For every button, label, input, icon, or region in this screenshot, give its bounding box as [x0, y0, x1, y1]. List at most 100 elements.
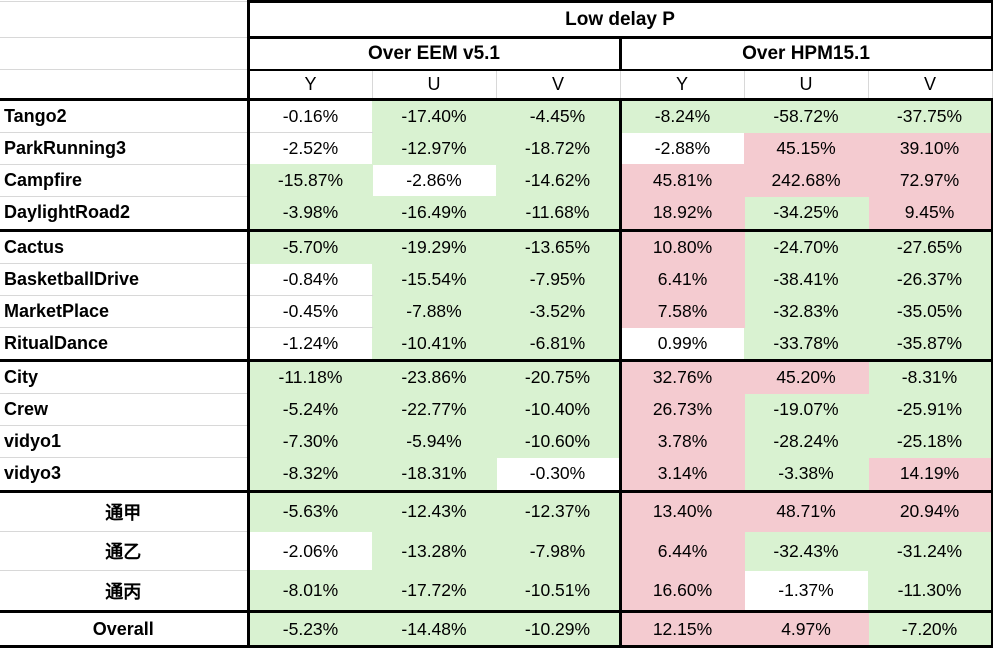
table-row: BasketballDrive -0.84% -15.54% -7.95% 6.41% -… [0, 263, 993, 296]
table-title: Low delay P [246, 0, 993, 39]
value-cell: 3.14% [620, 457, 745, 493]
value-cell: -5.23% [248, 611, 373, 648]
value-cell: -12.43% [372, 491, 497, 533]
value-cell: -12.97% [372, 132, 497, 166]
corner-cell [0, 69, 248, 101]
row-label: RitualDance [0, 327, 250, 363]
value-cell: 39.10% [868, 132, 993, 166]
col-header-eem-v: V [496, 69, 621, 101]
value-cell: -8.31% [868, 360, 993, 395]
value-cell: -18.31% [372, 457, 497, 493]
value-cell: -6.81% [496, 327, 622, 363]
value-cell: 18.92% [620, 196, 745, 232]
value-cell: 45.81% [620, 164, 745, 198]
table-row: Campfire -15.87% -2.86% -14.62% 45.81% 242.68… [0, 164, 993, 198]
table-row: vidyo3 -8.32% -18.31% -0.30% 3.14% -3.38% 14.1… [0, 457, 993, 493]
value-cell: 10.80% [620, 230, 745, 264]
row-label: 通甲 [0, 491, 250, 533]
row-label: vidyo3 [0, 457, 250, 493]
value-cell: -0.84% [248, 263, 373, 296]
row-label: 通乙 [0, 531, 250, 572]
value-cell: 242.68% [744, 164, 869, 198]
value-cell: -20.75% [496, 360, 622, 395]
row-label: ParkRunning3 [0, 132, 250, 166]
corner-cell [0, 37, 248, 70]
row-label: vidyo1 [0, 425, 250, 459]
value-cell: -10.41% [372, 327, 497, 363]
value-cell: -2.06% [248, 531, 373, 572]
value-cell: -15.87% [248, 164, 373, 198]
value-cell: 16.60% [620, 570, 745, 614]
value-cell: -32.83% [744, 295, 869, 328]
value-cell: -28.24% [744, 425, 869, 459]
value-cell: -16.49% [372, 196, 497, 232]
value-cell: -3.38% [744, 457, 869, 493]
group-header-eem: Over EEM v5.1 [246, 37, 622, 71]
value-cell: -25.18% [868, 425, 993, 459]
value-cell: -15.54% [372, 263, 497, 296]
value-cell: -17.72% [372, 570, 497, 614]
value-cell: -32.43% [744, 531, 869, 572]
table-row: MarketPlace -0.45% -7.88% -3.52% 7.58% -32.83… [0, 295, 993, 328]
value-cell: -2.86% [372, 164, 497, 198]
value-cell: -7.98% [496, 531, 622, 572]
value-cell: -35.05% [868, 295, 993, 328]
value-cell: -19.07% [744, 393, 869, 427]
col-header-hpm-u: U [744, 69, 869, 101]
value-cell: -22.77% [372, 393, 497, 427]
value-cell: -0.16% [248, 99, 373, 134]
value-cell: -11.30% [868, 570, 993, 614]
value-cell: 14.19% [868, 457, 993, 493]
value-cell: -0.30% [496, 457, 622, 493]
value-cell: -8.24% [620, 99, 745, 134]
value-cell: -7.95% [496, 263, 622, 296]
value-cell: -11.18% [248, 360, 373, 395]
value-cell: -10.60% [496, 425, 622, 459]
value-cell: -4.45% [496, 99, 622, 134]
row-label: DaylightRoad2 [0, 196, 250, 232]
group-header-row: Over EEM v5.1 Over HPM15.1 [0, 37, 993, 71]
value-cell: -58.72% [744, 99, 869, 134]
value-cell: -23.86% [372, 360, 497, 395]
value-cell: 13.40% [620, 491, 745, 533]
title-row: Low delay P [0, 0, 993, 39]
value-cell: 32.76% [620, 360, 745, 395]
value-cell: -34.25% [744, 196, 869, 232]
value-cell: 72.97% [868, 164, 993, 198]
value-cell: -17.40% [372, 99, 497, 134]
value-cell: 45.20% [744, 360, 869, 395]
value-cell: 6.44% [620, 531, 745, 572]
value-cell: -7.88% [372, 295, 497, 328]
value-cell: 45.15% [744, 132, 869, 166]
col-header-eem-u: U [372, 69, 497, 101]
value-cell: -27.65% [868, 230, 993, 264]
table-row: Crew -5.24% -22.77% -10.40% 26.73% -19.07% -25… [0, 393, 993, 427]
value-cell: -13.65% [496, 230, 622, 264]
value-cell: -14.48% [372, 611, 497, 648]
value-cell: -38.41% [744, 263, 869, 296]
value-cell: -5.63% [248, 491, 373, 533]
row-label: MarketPlace [0, 295, 250, 328]
value-cell: -10.40% [496, 393, 622, 427]
value-cell: -24.70% [744, 230, 869, 264]
value-cell: 48.71% [744, 491, 869, 533]
value-cell: -3.52% [496, 295, 622, 328]
value-cell: 20.94% [868, 491, 993, 533]
value-cell: -19.29% [372, 230, 497, 264]
value-cell: 3.78% [620, 425, 745, 459]
value-cell: -5.94% [372, 425, 497, 459]
value-cell: -35.87% [868, 327, 993, 363]
row-label: BasketballDrive [0, 263, 250, 296]
table-row: Cactus -5.70% -19.29% -13.65% 10.80% -24.70% -… [0, 230, 993, 264]
row-label: 通丙 [0, 570, 250, 614]
value-cell: 0.99% [620, 327, 745, 363]
col-header-hpm-y: Y [620, 69, 745, 101]
value-cell: -26.37% [868, 263, 993, 296]
row-label: Crew [0, 393, 250, 427]
value-cell: -18.72% [496, 132, 622, 166]
subcolumn-header-row: Y U V Y U V [0, 69, 993, 101]
table-row: 通甲 -5.63% -12.43% -12.37% 13.40% 48.71% 20.94% [0, 491, 993, 533]
table-row: ParkRunning3 -2.52% -12.97% -18.72% -2.88% 45… [0, 132, 993, 166]
value-cell: -12.37% [496, 491, 622, 533]
